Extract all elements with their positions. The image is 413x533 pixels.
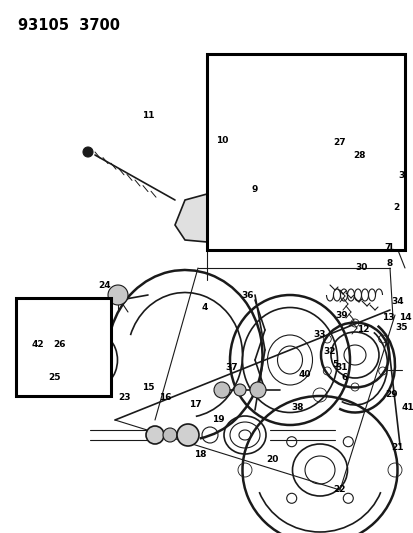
Text: 38: 38 — [291, 403, 304, 413]
Text: 10: 10 — [215, 135, 228, 144]
Text: 2: 2 — [392, 204, 398, 213]
Text: 20: 20 — [265, 456, 278, 464]
Circle shape — [177, 424, 199, 446]
Text: 39: 39 — [335, 311, 347, 319]
Text: 9: 9 — [251, 185, 258, 195]
Text: 30: 30 — [355, 263, 367, 272]
Text: 19: 19 — [211, 416, 224, 424]
Text: 8: 8 — [386, 259, 392, 268]
Circle shape — [346, 150, 356, 160]
Text: 40: 40 — [298, 370, 311, 379]
Polygon shape — [219, 110, 254, 160]
Text: 23: 23 — [119, 393, 131, 402]
Text: 7: 7 — [384, 244, 390, 253]
Circle shape — [163, 428, 177, 442]
Text: 26: 26 — [54, 341, 66, 350]
Text: 3: 3 — [398, 171, 404, 180]
Text: 41: 41 — [401, 403, 413, 413]
Text: 21: 21 — [391, 443, 403, 453]
Polygon shape — [284, 100, 364, 165]
Text: 13: 13 — [381, 313, 393, 322]
Text: 22: 22 — [333, 486, 345, 495]
Circle shape — [249, 382, 266, 398]
Circle shape — [306, 115, 342, 151]
Text: 14: 14 — [398, 313, 411, 322]
Text: 27: 27 — [333, 138, 346, 147]
Circle shape — [108, 285, 128, 305]
Circle shape — [45, 356, 59, 370]
Polygon shape — [52, 318, 80, 355]
Text: 28: 28 — [353, 150, 366, 159]
Text: 29: 29 — [385, 391, 397, 400]
Polygon shape — [259, 112, 284, 155]
Text: 16: 16 — [158, 393, 171, 402]
Text: 24: 24 — [98, 280, 111, 289]
Text: 93105  3700: 93105 3700 — [18, 18, 120, 33]
Polygon shape — [175, 185, 269, 245]
Text: 34: 34 — [391, 297, 404, 306]
Circle shape — [387, 192, 397, 202]
Text: 42: 42 — [32, 341, 44, 350]
Text: 11: 11 — [141, 110, 154, 119]
Text: 1: 1 — [386, 244, 392, 253]
Text: 4: 4 — [201, 303, 208, 312]
Circle shape — [214, 205, 235, 225]
Text: 31: 31 — [335, 364, 347, 373]
Text: 6: 6 — [341, 374, 347, 383]
Bar — [206, 54, 404, 250]
Circle shape — [292, 150, 302, 160]
Circle shape — [356, 175, 366, 185]
Text: 25: 25 — [49, 374, 61, 383]
Text: 12: 12 — [356, 326, 368, 335]
Text: 5: 5 — [331, 360, 337, 369]
Text: 15: 15 — [141, 384, 154, 392]
Text: 17: 17 — [188, 400, 201, 409]
Text: 36: 36 — [241, 290, 254, 300]
Circle shape — [387, 128, 395, 136]
Text: 37: 37 — [225, 364, 238, 373]
Circle shape — [212, 85, 223, 95]
Text: 18: 18 — [193, 450, 206, 459]
Circle shape — [292, 105, 302, 115]
Bar — [16, 298, 111, 396]
Circle shape — [346, 105, 356, 115]
Circle shape — [214, 382, 230, 398]
Circle shape — [146, 426, 164, 444]
Circle shape — [385, 104, 393, 112]
Text: 35: 35 — [395, 324, 407, 333]
Text: 33: 33 — [313, 330, 325, 340]
Circle shape — [233, 384, 245, 396]
Text: 32: 32 — [323, 348, 335, 357]
Circle shape — [314, 123, 334, 143]
Circle shape — [83, 147, 93, 157]
